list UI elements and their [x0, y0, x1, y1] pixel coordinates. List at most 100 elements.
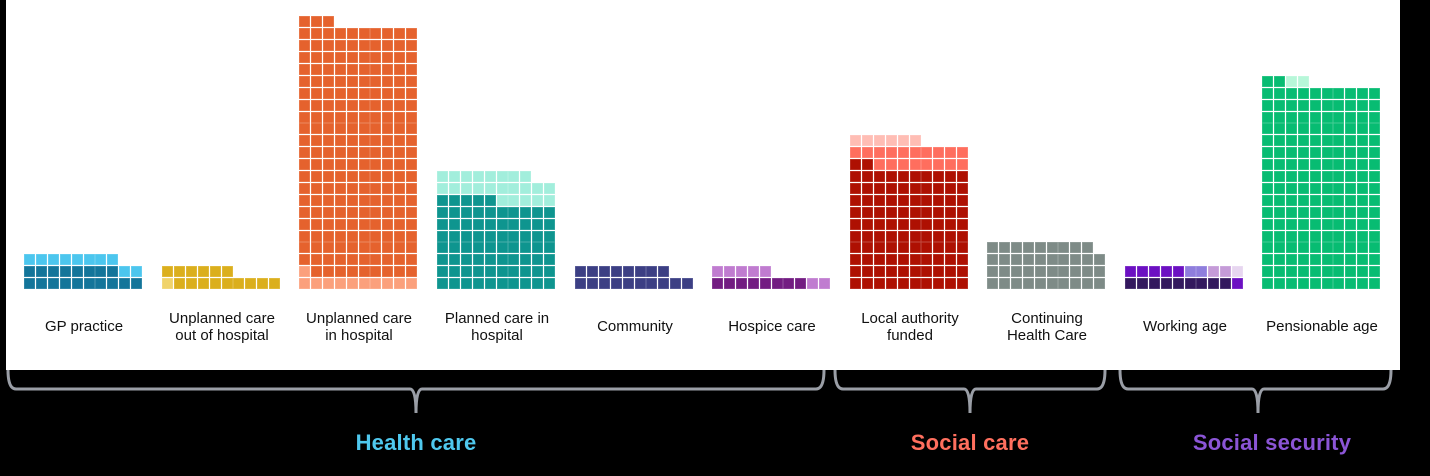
waffle-cell: [987, 242, 998, 254]
waffle-cell: [921, 230, 933, 242]
waffle-cell: [322, 99, 334, 111]
waffle-cell: [1357, 254, 1369, 266]
waffle-cell: [520, 194, 532, 206]
waffle-cell: [957, 206, 969, 218]
waffle-cell: [1285, 99, 1297, 111]
waffle-cell: [460, 230, 472, 242]
waffle-cell: [1369, 194, 1381, 206]
waffle-cell: [1208, 278, 1220, 290]
waffle-cell: [346, 40, 358, 52]
waffle-cell: [346, 147, 358, 159]
waffle-cell: [370, 123, 382, 135]
category-label-line: Community: [597, 318, 673, 335]
waffle-cell: [59, 254, 71, 266]
waffle-cell: [957, 147, 969, 159]
waffle-cell: [1058, 242, 1070, 254]
waffle-cell: [771, 278, 783, 290]
waffle-cell: [322, 40, 334, 52]
waffle-cell: [544, 194, 556, 206]
waffle-cell: [299, 254, 310, 266]
waffle-cell: [1357, 182, 1369, 194]
waffle-cell: [322, 206, 334, 218]
waffle-cell: [496, 218, 508, 230]
waffle-cell: [544, 206, 556, 218]
waffle-cell: [861, 218, 873, 230]
waffle-cell: [394, 123, 406, 135]
waffle-cell: [1273, 182, 1285, 194]
waffle-cell: [1297, 87, 1309, 99]
waffle-cell: [909, 194, 921, 206]
waffle-cell: [1369, 278, 1381, 290]
waffle-cell: [945, 171, 957, 182]
waffle-cell: [508, 171, 520, 182]
waffle-cell: [1273, 111, 1285, 123]
waffle-cell: [382, 111, 394, 123]
waffle-cell: [406, 40, 418, 52]
category-label: Continuing Health Care: [977, 310, 1117, 344]
waffle-cell: [310, 16, 322, 28]
waffle-cell: [909, 254, 921, 266]
waffle-cell: [873, 266, 885, 278]
waffle-cell: [1345, 242, 1357, 254]
waffle-cell: [322, 87, 334, 99]
waffle-cell: [897, 159, 909, 171]
waffle-cell: [358, 111, 370, 123]
waffle-cell: [1309, 111, 1321, 123]
waffle-cell: [358, 278, 370, 290]
waffle-cell: [382, 206, 394, 218]
waffle-cell: [957, 171, 969, 182]
waffle-cell: [382, 99, 394, 111]
waffle-cell: [945, 159, 957, 171]
waffle-cell: [1196, 278, 1208, 290]
waffle-cell: [334, 87, 346, 99]
waffle-cell: [1333, 218, 1345, 230]
waffle-cell: [299, 63, 310, 75]
waffle-cell: [346, 254, 358, 266]
waffle-cell: [1369, 159, 1381, 171]
waffle-cell: [310, 171, 322, 182]
waffle-cell: [1070, 242, 1082, 254]
waffle-cell: [861, 254, 873, 266]
waffle-cell: [322, 123, 334, 135]
waffle-cell: [346, 266, 358, 278]
waffle-cell: [472, 254, 484, 266]
waffle-cell: [544, 242, 556, 254]
waffle-cell: [1309, 99, 1321, 111]
waffle-cell: [634, 278, 646, 290]
waffle-cell: [885, 206, 897, 218]
waffle-cell: [532, 182, 544, 194]
waffle-cell: [346, 278, 358, 290]
waffle-cell: [532, 230, 544, 242]
waffle-cell: [334, 278, 346, 290]
waffle-cell: [322, 218, 334, 230]
waffle-cell: [1369, 99, 1381, 111]
waffle-cell: [897, 171, 909, 182]
waffle-cell: [370, 99, 382, 111]
waffle-cell: [406, 63, 418, 75]
category-label-line: in hospital: [325, 327, 393, 344]
category-label-line: funded: [887, 327, 933, 344]
waffle-cell: [472, 182, 484, 194]
waffle-cell: [358, 147, 370, 159]
waffle-cell: [945, 182, 957, 194]
waffle-cell: [1357, 206, 1369, 218]
waffle-cell: [299, 87, 310, 99]
waffle-cell: [299, 171, 310, 182]
waffle-cell: [358, 242, 370, 254]
waffle-cell: [1297, 266, 1309, 278]
waffle-cell: [1357, 147, 1369, 159]
waffle-cell: [71, 266, 83, 278]
waffle-cell: [1022, 254, 1034, 266]
waffle-cell: [358, 254, 370, 266]
waffle-cell: [1369, 266, 1381, 278]
waffle-cell: [861, 278, 873, 290]
waffle-cell: [1321, 123, 1333, 135]
waffle-cell: [1321, 278, 1333, 290]
waffle-cell: [310, 182, 322, 194]
waffle-cell: [861, 135, 873, 147]
waffle-cell: [1345, 111, 1357, 123]
waffle-cell: [35, 254, 47, 266]
waffle-cell: [71, 278, 83, 290]
waffle-cell: [484, 171, 496, 182]
waffle-cell: [1094, 254, 1106, 266]
